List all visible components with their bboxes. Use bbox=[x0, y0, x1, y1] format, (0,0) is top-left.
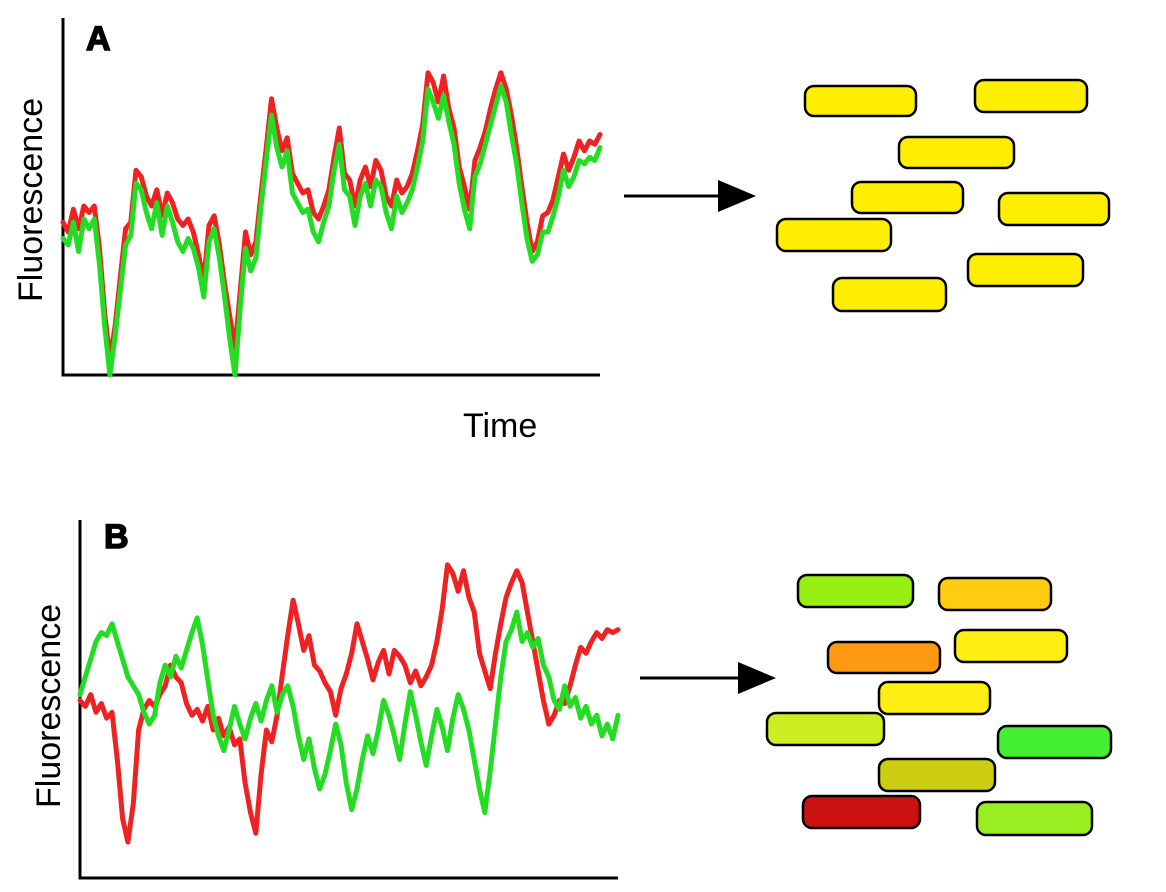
panel-a: A Fluorescence Time bbox=[12, 18, 1111, 445]
panel-b-cell bbox=[801, 794, 922, 830]
panel-b-arrow bbox=[640, 662, 776, 694]
panel-a-trace-green bbox=[60, 83, 603, 378]
panel-b-label: B bbox=[104, 518, 129, 556]
panel-b-trace-green bbox=[77, 609, 621, 816]
panel-a-cell bbox=[831, 276, 948, 313]
panel-a-cell bbox=[897, 135, 1016, 170]
panel-b-cell bbox=[937, 576, 1053, 612]
panel-b-cell bbox=[996, 724, 1113, 760]
panel-a-trace-red bbox=[60, 70, 603, 362]
panel-b-cell bbox=[877, 680, 992, 716]
panel-a-traces bbox=[60, 70, 603, 378]
panel-a-cell bbox=[803, 84, 918, 118]
panel-a-arrow bbox=[624, 180, 756, 212]
panel-a-label: A bbox=[86, 20, 111, 58]
panel-b-ylabel: Fluorescence bbox=[30, 604, 68, 808]
panel-a-cell bbox=[997, 191, 1111, 227]
panel-b-traces bbox=[77, 562, 621, 845]
panel-b-trace-red bbox=[77, 562, 621, 845]
panel-a-xlabel: Time bbox=[463, 407, 537, 445]
panel-b-cell bbox=[877, 757, 997, 793]
panel-b-cell bbox=[765, 711, 886, 747]
panel-b-cells bbox=[765, 573, 1113, 837]
panel-a-ylabel: Fluorescence bbox=[12, 98, 50, 302]
panel-a-cell bbox=[775, 217, 893, 253]
panel-a-axes bbox=[61, 18, 600, 377]
panel-b: B Fluorescence bbox=[30, 517, 1113, 880]
panel-a-cell bbox=[966, 252, 1085, 288]
panel-b-cell bbox=[796, 573, 915, 609]
panel-b-axes bbox=[78, 520, 618, 880]
panel-b-cell bbox=[953, 628, 1069, 664]
panel-a-cells bbox=[775, 78, 1111, 313]
panel-a-cell bbox=[850, 180, 965, 215]
panel-b-cell bbox=[826, 640, 942, 675]
panel-b-cell bbox=[975, 800, 1094, 837]
panel-a-cell bbox=[973, 78, 1089, 114]
